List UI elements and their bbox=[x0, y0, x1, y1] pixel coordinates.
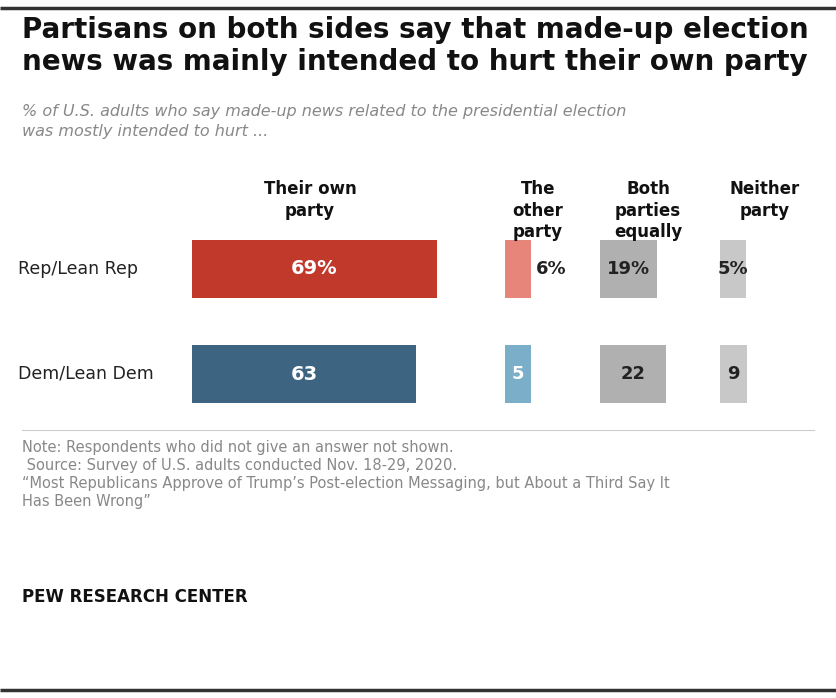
Text: PEW RESEARCH CENTER: PEW RESEARCH CENTER bbox=[22, 588, 247, 606]
Bar bbox=[505, 345, 531, 403]
Text: Dem/Lean Dem: Dem/Lean Dem bbox=[18, 365, 154, 383]
Bar bbox=[192, 345, 415, 403]
Bar bbox=[600, 240, 657, 298]
Text: Rep/Lean Rep: Rep/Lean Rep bbox=[18, 260, 138, 278]
Text: Neither
party: Neither party bbox=[730, 180, 800, 219]
Text: Both
parties
equally: Both parties equally bbox=[614, 180, 682, 241]
Text: Note: Respondents who did not give an answer not shown.: Note: Respondents who did not give an an… bbox=[22, 440, 454, 455]
Text: “Most Republicans Approve of Trump’s Post-election Messaging, but About a Third : “Most Republicans Approve of Trump’s Pos… bbox=[22, 476, 670, 491]
Text: The
other
party: The other party bbox=[512, 180, 563, 241]
Text: 6%: 6% bbox=[536, 260, 567, 278]
Bar bbox=[720, 240, 746, 298]
Text: 5%: 5% bbox=[717, 260, 748, 278]
Text: 69%: 69% bbox=[291, 260, 338, 279]
Text: Has Been Wrong”: Has Been Wrong” bbox=[22, 494, 150, 509]
Bar bbox=[192, 240, 437, 298]
Text: 22: 22 bbox=[620, 365, 645, 383]
Text: % of U.S. adults who say made-up news related to the presidential election
was m: % of U.S. adults who say made-up news re… bbox=[22, 104, 626, 140]
Text: 63: 63 bbox=[290, 364, 318, 383]
Bar bbox=[600, 345, 666, 403]
Bar bbox=[720, 345, 747, 403]
Text: 19%: 19% bbox=[607, 260, 650, 278]
Text: Partisans on both sides say that made-up election
news was mainly intended to hu: Partisans on both sides say that made-up… bbox=[22, 16, 808, 76]
Text: 9: 9 bbox=[727, 365, 740, 383]
Text: Their own
party: Their own party bbox=[263, 180, 356, 219]
Text: Source: Survey of U.S. adults conducted Nov. 18-29, 2020.: Source: Survey of U.S. adults conducted … bbox=[22, 458, 457, 473]
Text: 5: 5 bbox=[512, 365, 524, 383]
Bar bbox=[505, 240, 531, 298]
